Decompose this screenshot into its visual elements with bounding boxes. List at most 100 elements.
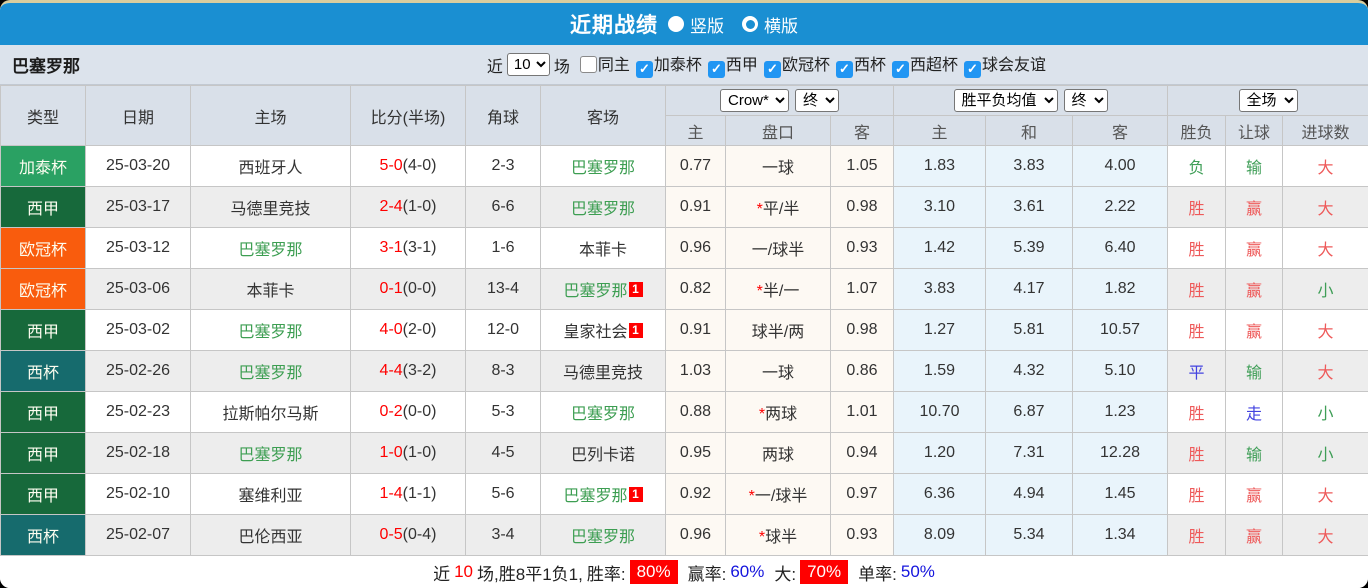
away-team: 巴列卡诺 [540, 432, 666, 474]
match-score: 0-5(0-4) [350, 514, 466, 556]
avg-draw: 5.39 [985, 227, 1073, 269]
summary-count: 10 [454, 562, 474, 581]
col-header-away: 客场 [540, 85, 666, 146]
match-type-badge: 加泰杯 [0, 145, 86, 187]
avg-time-select[interactable]: 终 [1063, 89, 1108, 112]
table-row: 西甲 25-03-02 巴塞罗那 4-0(2-0) 12-0 皇家社会 1 0.91 球半/两 0… [0, 309, 1368, 351]
avg-win: 1.83 [893, 145, 986, 187]
red-card-badge: 1 [628, 487, 643, 502]
avg-type-select[interactable]: 胜平负均值 [953, 89, 1058, 112]
corner-score: 4-5 [465, 432, 541, 474]
corner-score: 6-6 [465, 186, 541, 228]
result-goals: 大 [1282, 309, 1368, 351]
radio-vertical-label: 竖版 [690, 16, 724, 36]
checkbox-unchecked[interactable] [579, 56, 597, 74]
scope-select[interactable]: 全场 [1238, 89, 1298, 112]
checkbox-checked[interactable]: ✓ [707, 60, 725, 78]
table-row: 欧冠杯 25-03-12 巴塞罗那 3-1(3-1) 1-6 本菲卡 0.96 一/球半 0.9… [0, 227, 1368, 269]
match-type-badge: 西杯 [0, 514, 86, 556]
checkbox-label: 西超杯 [909, 57, 958, 75]
table-body: 加泰杯 25-03-20 西班牙人 5-0(4-0) 2-3 巴塞罗那 0.77 一球 1.05… [0, 145, 1368, 556]
odds-handicap: 一/球半 [725, 227, 831, 269]
result-goals: 大 [1282, 145, 1368, 187]
odds-home: 1.03 [665, 350, 726, 392]
subheader-odds-handicap: 盘口 [725, 115, 831, 146]
big-rate-badge: 70% [800, 560, 849, 584]
match-score: 5-0(4-0) [350, 145, 466, 187]
avg-win: 10.70 [893, 391, 986, 433]
subheader-odds-away: 客 [830, 115, 894, 146]
corner-score: 3-4 [465, 514, 541, 556]
match-type-badge: 欧冠杯 [0, 268, 86, 310]
avg-group-header: 胜平负均值终 [892, 85, 1169, 116]
odds-away: 0.97 [830, 473, 894, 515]
avg-lose: 1.82 [1071, 268, 1169, 310]
filters: 近 10 场 同主 ✓ 加泰杯 ✓ 西甲 ✓ 欧冠杯 ✓ 西杯 ✓ 西超杯 ✓ 球会友谊 [487, 51, 1046, 78]
odds-company-select[interactable]: Crow* [720, 89, 789, 112]
avg-draw: 4.94 [985, 473, 1073, 515]
away-team: 马德里竞技 [540, 350, 666, 392]
match-type-badge: 西甲 [0, 391, 86, 433]
checkbox-checked[interactable]: ✓ [891, 60, 909, 78]
match-type-badge: 西甲 [0, 309, 86, 351]
radio-selected-icon[interactable] [742, 16, 758, 32]
radio-vertical-layout[interactable]: 竖版 [668, 12, 724, 37]
checkbox-label: 欧冠杯 [781, 57, 830, 75]
odds-home: 0.82 [665, 268, 726, 310]
team-name: 巴塞罗那 [12, 57, 80, 76]
games-label: 场 [553, 58, 570, 76]
odds-away: 0.93 [830, 514, 894, 556]
result-goals: 大 [1282, 473, 1368, 515]
away-team: 本菲卡 [540, 227, 666, 269]
avg-lose: 12.28 [1071, 432, 1169, 474]
checkbox-label: 加泰杯 [653, 57, 702, 75]
result-wdl: 平 [1167, 350, 1227, 392]
match-date: 25-03-17 [85, 186, 191, 228]
odds-away: 0.98 [830, 186, 894, 228]
away-team: 巴塞罗那 [540, 145, 666, 187]
odds-home: 0.91 [665, 309, 726, 351]
odds-away: 0.98 [830, 309, 894, 351]
table-row: 西杯 25-02-07 巴伦西亚 0-5(0-4) 3-4 巴塞罗那 0.96 *球半 0.93… [0, 514, 1368, 556]
match-score: 3-1(3-1) [350, 227, 466, 269]
avg-win: 1.27 [893, 309, 986, 351]
home-team: 巴塞罗那 [190, 227, 351, 269]
footer-summary: 近 10 场,胜8平1负1, 胜率: 80% 赢率: 60% 大: 70% 单率: 50… [0, 556, 1368, 588]
odds-handicap: *半/一 [725, 268, 831, 310]
match-score: 1-4(1-1) [350, 473, 466, 515]
avg-draw: 6.87 [985, 391, 1073, 433]
result-let: 赢 [1225, 186, 1284, 228]
radio-horizontal-layout[interactable]: 横版 [742, 12, 798, 37]
home-team: 马德里竞技 [190, 186, 351, 228]
avg-lose: 6.40 [1071, 227, 1169, 269]
result-wdl: 胜 [1167, 432, 1227, 474]
recent-count-select[interactable]: 10 [506, 53, 550, 76]
odds-home: 0.77 [665, 145, 726, 187]
match-date: 25-03-20 [85, 145, 191, 187]
col-header-score: 比分(半场) [350, 85, 466, 146]
odds-time-select[interactable]: 终 [795, 89, 839, 112]
match-date: 25-03-06 [85, 268, 191, 310]
radio-unselected-icon[interactable] [668, 16, 684, 32]
checkbox-checked[interactable]: ✓ [835, 60, 853, 78]
corner-score: 8-3 [465, 350, 541, 392]
table-row: 欧冠杯 25-03-06 本菲卡 0-1(0-0) 13-4 巴塞罗那 1 0.82 *半/一 1… [0, 268, 1368, 310]
home-team: 巴塞罗那 [190, 309, 351, 351]
away-team: 巴塞罗那 1 [540, 473, 666, 515]
checkbox-checked[interactable]: ✓ [763, 60, 781, 78]
match-score: 2-4(1-0) [350, 186, 466, 228]
table-row: 西杯 25-02-26 巴塞罗那 4-4(3-2) 8-3 马德里竞技 1.03 一球 0.86… [0, 350, 1368, 392]
avg-draw: 7.31 [985, 432, 1073, 474]
avg-lose: 1.23 [1071, 391, 1169, 433]
table-header: 类型 日期 主场 比分(半场) 角球 客场 Crow* 终 胜平负均值终 全场 主… [0, 85, 1368, 146]
checkbox-checked[interactable]: ✓ [963, 60, 981, 78]
match-score: 0-1(0-0) [350, 268, 466, 310]
match-score: 4-4(3-2) [350, 350, 466, 392]
avg-win: 1.20 [893, 432, 986, 474]
odds-handicap: *球半 [725, 514, 831, 556]
subheader-avg-draw: 和 [985, 115, 1073, 146]
subheader-result-let: 让球 [1225, 115, 1284, 146]
checkbox-checked[interactable]: ✓ [635, 60, 653, 78]
corner-score: 5-3 [465, 391, 541, 433]
match-date: 25-03-02 [85, 309, 191, 351]
